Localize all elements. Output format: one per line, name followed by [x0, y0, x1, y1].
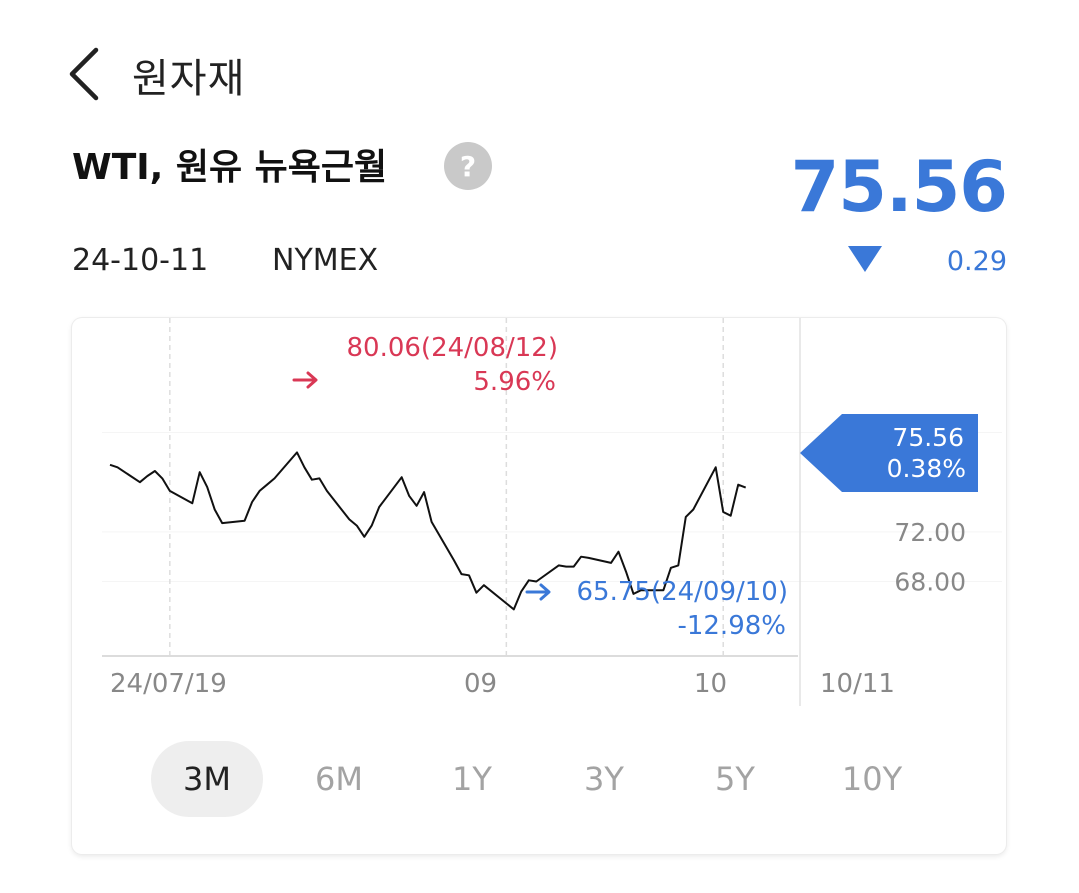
- current-value-flag: [800, 414, 978, 492]
- chart-card: 24/07/19091010/1180.0072.0068.0080.06(24…: [72, 318, 1006, 854]
- page-title: 원자재: [132, 56, 246, 102]
- high-arrow-icon: [292, 371, 318, 389]
- current-price: 75.56: [790, 146, 1008, 228]
- low-pct-label: -12.98%: [677, 611, 786, 641]
- instrument-name: WTI, 원유 뉴욕근월: [72, 147, 388, 188]
- x-tick-label: 10: [694, 669, 727, 699]
- chevron-left-icon: [69, 47, 99, 101]
- x-tick-label: 10/11: [820, 669, 895, 699]
- low-arrow-icon: [525, 583, 551, 601]
- period-tab-3m[interactable]: 3M: [151, 741, 263, 817]
- back-button[interactable]: [62, 44, 112, 104]
- price-series-line: [109, 451, 747, 611]
- y-tick-label: 68.00: [894, 568, 966, 597]
- period-tab-1y[interactable]: 1Y: [452, 760, 492, 798]
- help-icon[interactable]: ?: [444, 142, 492, 190]
- down-triangle-icon: [848, 246, 882, 272]
- period-tab-6m[interactable]: 6M: [315, 760, 363, 798]
- exchange-name: NYMEX: [272, 243, 379, 278]
- x-tick-label: 09: [464, 669, 497, 699]
- low-label: 65.75(24/09/10): [577, 577, 789, 607]
- price-chart[interactable]: 24/07/19091010/1180.0072.0068.0080.06(24…: [72, 318, 1006, 718]
- quote-date: 24-10-11: [72, 243, 209, 278]
- period-tab-5y[interactable]: 5Y: [715, 760, 755, 798]
- x-tick-label: 24/07/19: [110, 669, 227, 699]
- high-label: 80.06(24/08/12): [347, 333, 559, 363]
- high-pct-label: 5.96%: [473, 367, 556, 397]
- price-change: 0.29: [946, 246, 1007, 277]
- current-value-label: 75.56: [892, 423, 964, 452]
- period-tab-3y[interactable]: 3Y: [584, 760, 624, 798]
- current-pct-label: 0.38%: [887, 454, 966, 483]
- period-tabs: 3M 6M 1Y 3Y 5Y 10Y: [72, 741, 1006, 817]
- y-tick-label: 72.00: [894, 518, 966, 547]
- period-tab-10y[interactable]: 10Y: [841, 760, 903, 798]
